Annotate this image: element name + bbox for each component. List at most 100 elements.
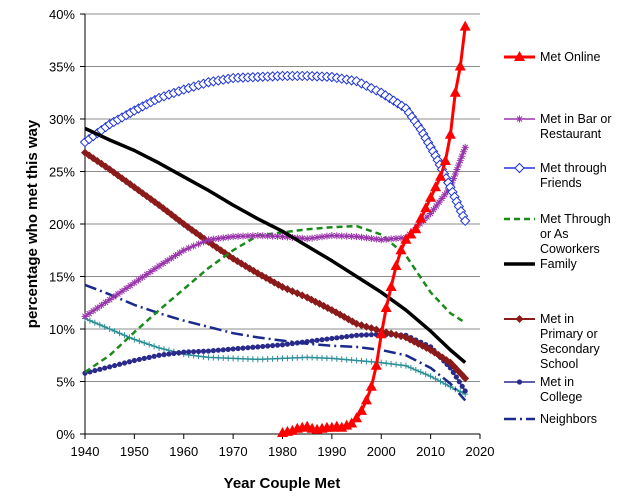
data-point — [461, 374, 470, 383]
data-point — [377, 236, 385, 244]
marker — [358, 332, 365, 338]
y-tick-label: 25% — [49, 165, 75, 180]
data-point — [106, 326, 113, 332]
legend-marker — [515, 315, 524, 323]
x-axis-title: Year Couple Met — [224, 475, 341, 492]
marker — [185, 244, 193, 252]
marker — [250, 344, 256, 350]
legend: Met Online Met in Bar or Restaurant Met thr… — [504, 50, 612, 426]
x-tick-label: 1960 — [169, 444, 198, 459]
data-point — [461, 143, 469, 151]
data-point — [351, 412, 363, 423]
marker — [442, 381, 449, 388]
marker — [422, 371, 429, 378]
marker — [274, 232, 282, 240]
marker — [363, 332, 370, 338]
data-point — [353, 332, 360, 338]
y-tick-label: 20% — [49, 217, 75, 232]
marker — [200, 348, 207, 354]
x-tick-label: 1990 — [317, 444, 346, 459]
series-met-in-primary-or-secondary-school — [81, 148, 470, 383]
marker — [388, 360, 395, 367]
marker — [139, 273, 147, 281]
marker — [126, 359, 133, 365]
y-tick-label: 5% — [56, 375, 75, 390]
data-point — [356, 404, 367, 415]
marker — [284, 341, 291, 347]
legend-marker — [514, 51, 525, 61]
data-point — [156, 352, 162, 358]
x-tick-label: 2020 — [466, 444, 495, 459]
data-point — [204, 236, 212, 244]
marker — [456, 157, 464, 165]
marker — [96, 321, 103, 328]
marker — [121, 332, 128, 339]
marker — [195, 240, 203, 248]
legend-item-met-through-friends: Met through Friends — [504, 161, 607, 190]
data-point — [346, 417, 358, 428]
legend-label: Met in Bar or Restaurant — [540, 112, 612, 141]
legend-label: Met in College — [540, 375, 582, 404]
data-point — [131, 357, 137, 364]
marker — [151, 353, 157, 359]
marker — [260, 343, 266, 350]
marker — [240, 345, 246, 351]
x-tick-label: 1950 — [120, 444, 149, 459]
marker — [453, 166, 461, 174]
marker — [195, 348, 202, 355]
series-neighbors — [84, 283, 467, 402]
marker — [191, 349, 197, 355]
marker — [437, 378, 444, 385]
marker — [146, 354, 152, 360]
marker — [114, 290, 122, 298]
marker — [163, 257, 171, 265]
y-tick-label: 10% — [49, 322, 75, 337]
marker — [460, 148, 468, 156]
marker — [348, 232, 356, 240]
marker — [456, 379, 462, 385]
marker — [86, 317, 93, 324]
data-point — [360, 394, 372, 405]
marker — [455, 161, 463, 169]
marker — [308, 234, 316, 242]
legend-marker — [514, 162, 525, 174]
marker — [338, 232, 346, 240]
data-point — [328, 232, 336, 240]
x-tick-label: 1970 — [219, 444, 248, 459]
series-line-met-through-friends — [84, 75, 466, 222]
series-line-neighbors — [84, 283, 467, 402]
legend-item-met-in-college: Met in College — [504, 375, 582, 404]
marker — [93, 304, 101, 312]
marker — [209, 235, 217, 243]
legend-label: Neighbors — [540, 412, 597, 426]
marker — [200, 238, 207, 246]
marker — [141, 355, 147, 361]
marker — [111, 328, 118, 335]
legend-label: Family — [540, 257, 578, 271]
data-point — [365, 380, 377, 391]
legend-label: Met in Primary or Secondary School — [540, 312, 601, 371]
data-point — [131, 336, 138, 343]
marker — [283, 233, 291, 241]
marker — [190, 242, 198, 250]
legend-label: Met Online — [540, 50, 600, 64]
marker — [112, 362, 118, 369]
marker — [245, 345, 251, 351]
marker — [239, 232, 247, 240]
marker — [393, 361, 400, 368]
data-point — [181, 349, 187, 355]
marker — [318, 233, 326, 241]
legend-label: Met Through or As Coworkers — [540, 212, 611, 256]
data-point — [380, 302, 392, 312]
marker — [453, 374, 459, 380]
marker — [215, 347, 221, 353]
data-point — [205, 348, 212, 354]
data-point — [415, 212, 427, 223]
marker — [126, 282, 134, 290]
data-point — [427, 373, 434, 380]
legend-item-neighbors: Neighbors — [504, 412, 597, 426]
legend-marker — [516, 379, 523, 385]
marker — [362, 234, 370, 242]
marker — [116, 361, 123, 367]
marker — [159, 259, 167, 267]
